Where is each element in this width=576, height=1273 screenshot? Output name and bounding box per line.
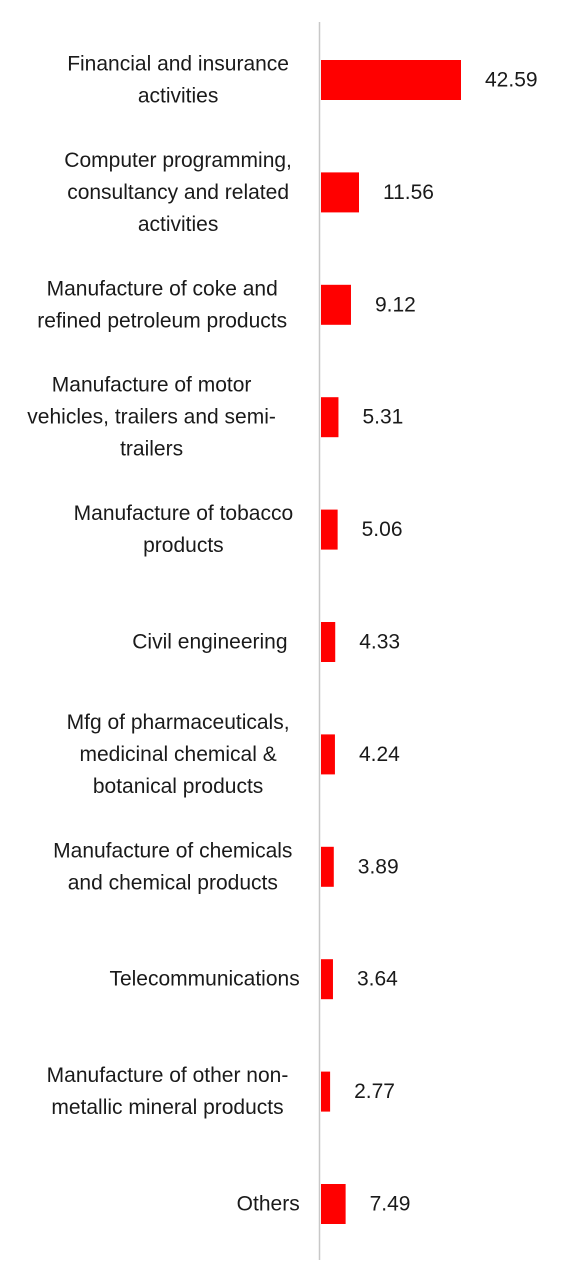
value-labels-layer: 42.59 11.56 9.12 5.31 5.06 4.33 4.24 3.89 3.64 2.… [354,69,537,1216]
category-label-line: Manufacture of other non- [47,1064,289,1087]
value-label: 42.59 [485,69,538,92]
category-label: Manufacture of other non-metallic minera… [47,1064,289,1119]
value-label: 5.06 [362,518,403,541]
category-label-line: Manufacture of tobacco [74,502,293,525]
category-label-line: Telecommunications [109,968,299,991]
value-label: 5.31 [362,406,403,429]
bar [321,1184,346,1224]
bar [321,846,334,887]
category-label-line: Manufacture of motor [52,374,252,397]
category-label: Computer programming, consultancy and rel… [64,149,292,236]
bar [321,172,359,213]
value-label: 4.33 [359,631,400,654]
category-label: Civil engineering [132,631,287,654]
category-label-line: vehicles, trailers and semi- [27,406,276,429]
value-label: 3.64 [357,968,398,991]
category-label-line: Financial and insurance [67,53,289,76]
value-label: 2.77 [354,1080,395,1103]
category-label-line: Mfg of pharmaceuticals, [67,711,290,734]
category-label: Manufacture of coke and refined petroleum… [37,277,287,332]
bar [321,1071,331,1112]
bar [321,509,338,550]
category-label: Manufacture of motor vehicles, trailers a… [27,374,276,461]
category-label-line: Manufacture of chemicals [53,839,292,862]
category-label-line: medicinal chemical & [79,743,276,766]
bar [321,959,333,1000]
category-label: Manufacture of chemicals and chemical pro… [53,839,292,894]
bar [321,734,335,775]
category-label-line: and chemical products [68,871,278,894]
bar [321,284,351,325]
category-label-line: refined petroleum products [37,309,287,332]
category-labels-layer: Financial and insurance activitiesCompute… [27,53,299,1216]
category-label: Financial and insurance activities [67,53,289,108]
category-label-line: Civil engineering [132,631,287,654]
value-label: 3.89 [358,855,399,878]
category-label-line: Computer programming, [64,149,292,172]
category-label-line: metallic mineral products [51,1096,283,1119]
bars-layer [321,60,461,1224]
category-label: Manufacture of tobacco products [74,502,293,557]
category-label-line: Others [237,1193,300,1216]
value-label: 9.12 [375,293,416,316]
category-label-line: Manufacture of coke and [47,277,278,300]
value-label: 7.49 [370,1193,411,1216]
category-label-line: activities [138,213,219,236]
category-label: Mfg of pharmaceuticals, medicinal chemica… [67,711,290,798]
bar [321,622,336,662]
value-label: 11.56 [383,181,434,204]
bar [321,60,461,100]
value-label: 4.24 [359,743,400,766]
category-label: Others [237,1193,300,1216]
category-label: Telecommunications [109,968,299,991]
bar [321,397,339,438]
category-label-line: trailers [120,438,183,461]
category-label-line: consultancy and related [67,181,289,204]
category-label-line: products [143,534,224,557]
category-label-line: botanical products [93,775,263,798]
category-label-line: activities [138,85,219,108]
